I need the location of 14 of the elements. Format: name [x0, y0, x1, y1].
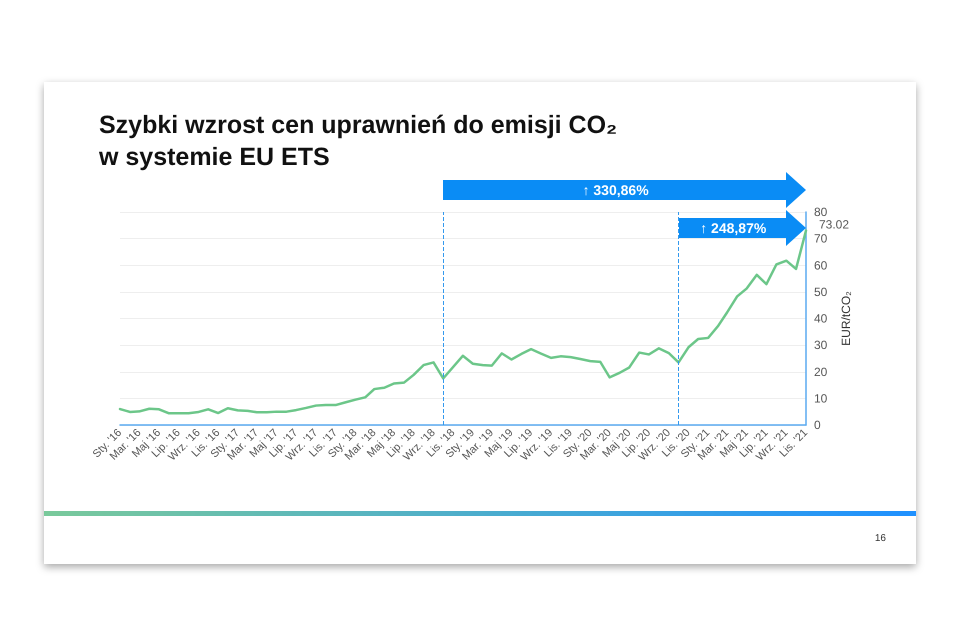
y-tick-label: 20: [814, 364, 828, 379]
y-tick-label: 40: [814, 312, 828, 326]
data-label: 73.02: [819, 218, 850, 232]
y-axis-title: EUR/tCO₂: [839, 290, 853, 346]
y-tick-label: 50: [814, 284, 828, 299]
y-tick-label: 30: [814, 338, 828, 352]
y-tick-label: 60: [814, 258, 828, 272]
text: 16: [874, 533, 886, 544]
y-tick-label: 0: [814, 418, 821, 432]
y-tick-label: 80: [814, 205, 828, 219]
y-tick-label: 70: [814, 232, 828, 246]
annotation: ↑ 248,87%: [678, 218, 788, 238]
chart-title: Szybki wzrost cen uprawnień do emisji CO₂ w systemie EU ETS: [98, 111, 618, 171]
y-tick-label: 10: [814, 391, 828, 406]
